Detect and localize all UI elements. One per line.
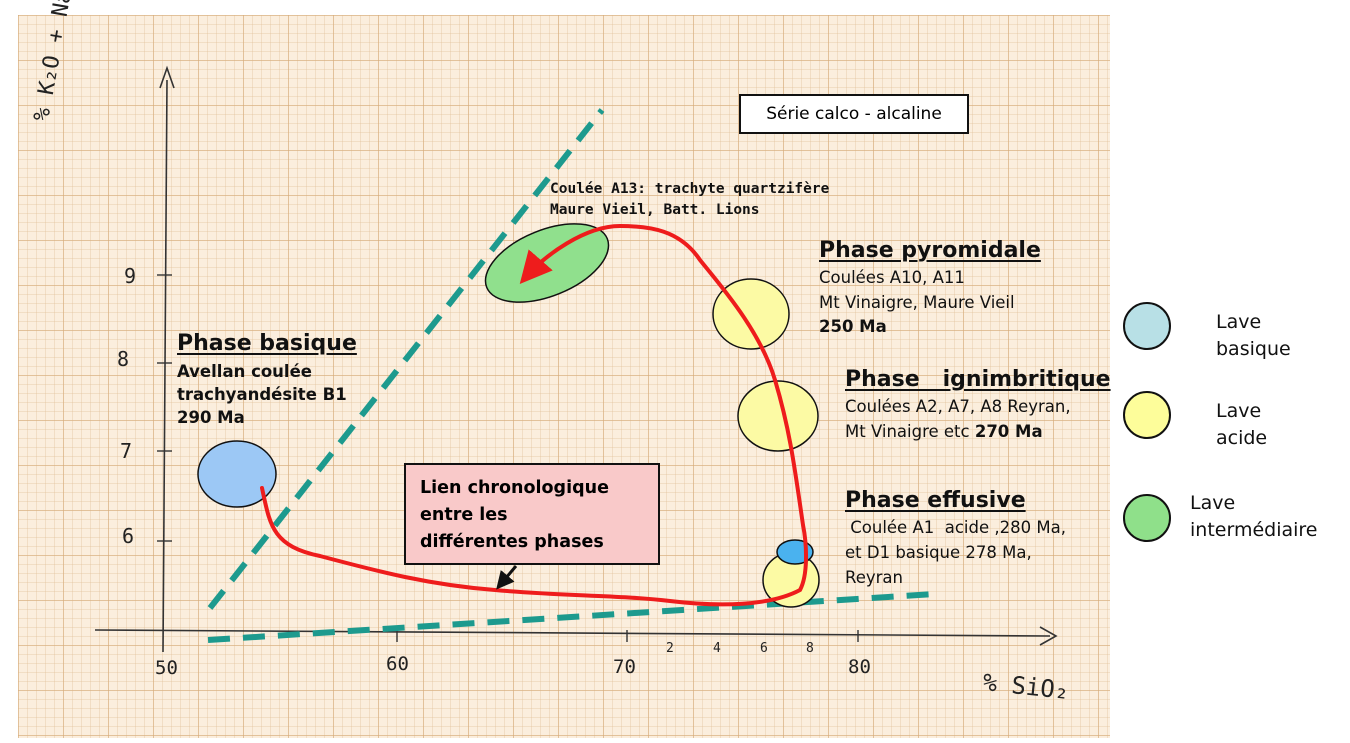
phase-basique-line1: Avellan coulée	[177, 362, 312, 381]
coulee-a13-line1: Coulée A13: trachyte quartzifère	[550, 181, 830, 197]
lien-pointer-arrow	[496, 565, 518, 590]
x-minor-label-6: 6	[760, 641, 768, 656]
x-tick-label-60: 60	[386, 653, 409, 675]
blob-acid-ignimbritique	[737, 380, 819, 452]
y-axis-arrow	[159, 65, 175, 89]
phase-basique-age: 290 Ma	[177, 408, 245, 427]
legend-swatch-basique	[1123, 302, 1171, 350]
coulee-a13-annotation: Coulée A13: trachyte quartzifère Maure V…	[550, 179, 829, 221]
phase-pyromidale-block: Phase pyromidale Coulées A10, A11 Mt Vin…	[819, 238, 1041, 338]
phase-ignimbritique-age: 270 Ma	[974, 422, 1043, 441]
y-tick-label-8: 8	[117, 347, 129, 371]
phase-effusive-block: Phase effusive Coulée A1 acide ,280 Ma, …	[845, 488, 1066, 590]
legend-basique-line1: Lave	[1216, 311, 1262, 333]
dashed-boundary-upper	[207, 108, 605, 610]
chronological-link-box: Lien chronologique entre les différentes…	[404, 463, 660, 565]
dashed-boundary-lower	[207, 591, 936, 643]
y-tick-label-6: 6	[122, 524, 134, 548]
x-minor-label-4: 4	[713, 641, 721, 656]
x-tick-label-70: 70	[613, 656, 636, 678]
phase-ignimbritique-block: Phase ignimbritique Coulées A2, A7, A8 R…	[845, 367, 1111, 444]
blob-acid-pyromidale	[712, 278, 790, 350]
legend-swatch-acide	[1123, 391, 1171, 439]
y-axis-title: % K₂O + Na₂O	[29, 0, 81, 123]
phase-basique-line2: trachyandésite B1	[177, 385, 347, 404]
legend-intermediaire-line2: intermédiaire	[1190, 519, 1318, 541]
phase-ignimbritique-line2: Mt Vinaigre etc 270 Ma	[845, 419, 1111, 444]
phase-pyromidale-title: Phase pyromidale	[819, 238, 1041, 263]
legend-basique-line2: basique	[1216, 338, 1291, 360]
legend-acide-line2: acide	[1216, 427, 1268, 449]
lien-line2: entre les	[420, 505, 508, 525]
phase-ignimbritique-line1: Coulées A2, A7, A8 Reyran,	[845, 397, 1071, 416]
y-tick-label-7: 7	[120, 439, 132, 463]
series-label: Série calco - alcaline	[766, 104, 942, 124]
lien-line3: différentes phases	[420, 532, 604, 552]
x-axis	[94, 629, 1051, 637]
phase-ignimbritique-line2-text: Mt Vinaigre etc	[845, 422, 975, 441]
legend-acide-line1: Lave	[1216, 400, 1262, 422]
phase-basique-block: Phase basique Avellan coulée trachyandés…	[177, 331, 357, 429]
legend-intermediaire-line1: Lave	[1190, 492, 1236, 514]
legend-label-acide: Lave acide	[1216, 398, 1267, 452]
phase-effusive-line1: Coulée A1 acide ,280 Ma,	[845, 518, 1066, 537]
coulee-a13-line2: Maure Vieil, Batt. Lions	[550, 202, 760, 218]
x-tick-label-80: 80	[848, 656, 871, 678]
legend-label-intermediaire: Lave intermédiaire	[1190, 490, 1317, 544]
x-minor-label-8: 8	[806, 641, 814, 656]
legend-label-basique: Lave basique	[1216, 309, 1291, 363]
phase-effusive-line2: et D1 basique 278 Ma,	[845, 543, 1032, 562]
x-axis-arrow	[1039, 626, 1058, 646]
series-label-box: Série calco - alcaline	[739, 94, 969, 134]
phase-pyromidale-age: 250 Ma	[819, 317, 887, 336]
phase-effusive-line3: Reyran	[845, 568, 903, 587]
y-tick-label-9: 9	[124, 264, 136, 288]
phase-pyromidale-line2: Mt Vinaigre, Maure Vieil	[819, 293, 1015, 312]
phase-basique-title: Phase basique	[177, 331, 357, 356]
phase-pyromidale-line1: Coulées A10, A11	[819, 268, 965, 287]
x-tick-label-50: 50	[155, 657, 178, 679]
legend-swatch-intermediaire	[1123, 494, 1171, 542]
lien-line1: Lien chronologique	[420, 478, 609, 498]
graph-paper-background	[18, 15, 1110, 738]
phase-ignimbritique-title: Phase ignimbritique	[845, 367, 1111, 392]
phase-effusive-title: Phase effusive	[845, 488, 1026, 513]
blob-basic-b1	[197, 440, 277, 508]
x-minor-label-2: 2	[666, 641, 674, 656]
chronological-path	[260, 223, 809, 607]
blob-intermediate-a13	[484, 223, 610, 303]
x-axis-title: % SiO₂	[981, 668, 1070, 705]
y-axis	[162, 79, 168, 653]
